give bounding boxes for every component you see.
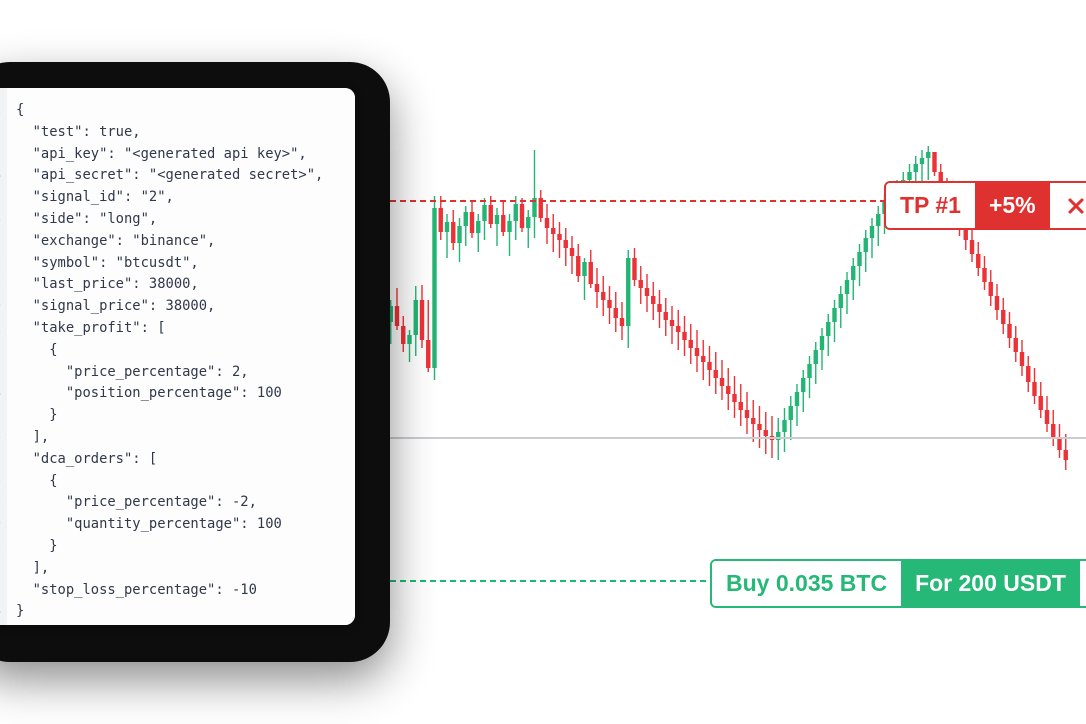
code-line-number: 23 [0,580,7,602]
code-line: ], [16,559,50,576]
code-line-number: 13 [0,362,7,384]
tp-badge-close-button[interactable] [1049,183,1086,228]
code-line: "api_key": "<generated api key>", [16,145,307,162]
code-line: "dca_orders": [ [16,450,158,467]
dca-badge-label: Buy 0.035 BTC [712,561,902,606]
code-line-number: 9 [0,274,7,296]
code-line: "exchange": "binance", [16,232,216,249]
json-code-panel: 123456789101112131415161718192021222324 … [0,88,355,625]
code-line-number: 12 [0,340,7,362]
code-line-number: 17 [0,449,7,471]
code-line: "quantity_percentage": 100 [16,516,282,533]
code-line-number: 8 [0,253,7,275]
dca-badge-close-button[interactable] [1079,561,1086,606]
code-line: "api_secret": "<generated secret>", [16,167,324,184]
dca-badge-value: For 200 USDT [901,561,1080,606]
code-line: ], [16,428,50,445]
code-line: } [16,603,25,620]
code-line: "price_percentage": 2, [16,363,249,380]
code-line: { [16,102,25,118]
code-line-number: 18 [0,471,7,493]
code-line: "take_profit": [ [16,319,166,336]
code-line: } [16,537,58,554]
code-line: { [16,472,58,489]
code-line-number: 6 [0,209,7,231]
code-line-number: 20 [0,514,7,536]
code-line-number: 24 [0,601,7,623]
code-line: "price_percentage": -2, [16,494,257,511]
code-line-number: 2 [0,122,7,144]
code-line-number: 14 [0,383,7,405]
code-line: "last_price": 38000, [16,276,199,293]
tp-badge-label: TP #1 [886,183,975,228]
tp-badge-value: +5% [974,183,1050,228]
code-line: "test": true, [16,123,141,140]
code-line-number: 19 [0,492,7,514]
code-line-number: 4 [0,165,7,187]
code-line-number: 3 [0,144,7,166]
code-line-number: 5 [0,187,7,209]
code-line: "side": "long", [16,210,158,227]
code-line-number: 21 [0,536,7,558]
code-line: { [16,341,58,358]
code-line-number: 1 [0,100,7,122]
code-line: "signal_id": "2", [16,189,174,206]
code-line: "signal_price": 38000, [16,298,216,315]
code-content[interactable]: { "test": true, "api_key": "<generated a… [7,88,355,625]
code-line-number-gutter: 123456789101112131415161718192021222324 [0,88,7,625]
code-line: } [16,407,58,424]
code-line: "position_percentage": 100 [16,385,282,402]
close-icon [1066,196,1086,216]
code-line: "symbol": "btcusdt", [16,254,199,271]
code-line-number: 15 [0,405,7,427]
code-line-number: 11 [0,318,7,340]
code-line-number: 16 [0,427,7,449]
code-line-number: 7 [0,231,7,253]
code-line-number: 10 [0,296,7,318]
dca-order-badge[interactable]: Buy 0.035 BTC For 200 USDT [710,559,1086,608]
code-line: "stop_loss_percentage": -10 [16,581,257,598]
code-line-number: 22 [0,558,7,580]
take-profit-badge[interactable]: TP #1 +5% [884,181,1086,230]
